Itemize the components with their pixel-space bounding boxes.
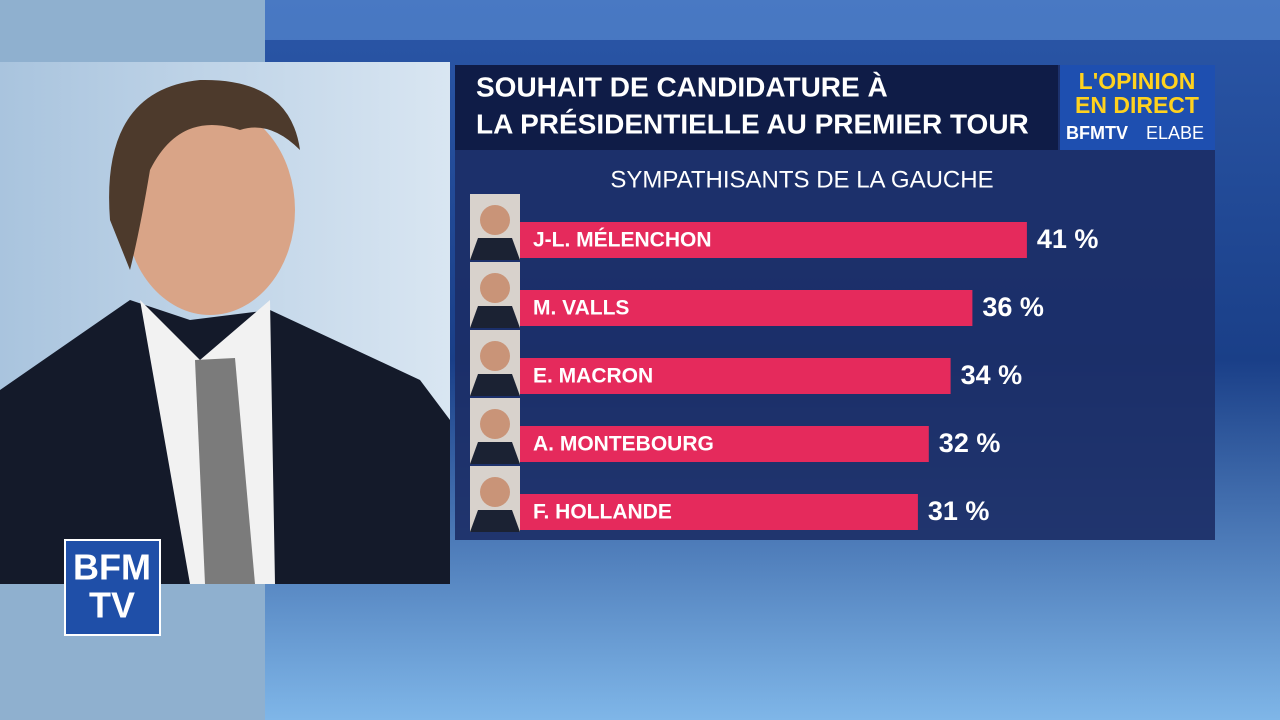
bar xyxy=(510,494,918,530)
portrait-face xyxy=(480,341,510,371)
bar xyxy=(510,426,929,462)
show-logo xyxy=(1060,65,1215,150)
bars: J-L. MÉLENCHON 41 % M. VALLS 36 % E. MACRON 3… xyxy=(470,194,1098,532)
portrait-suit xyxy=(470,374,520,396)
portrait-face xyxy=(480,205,510,235)
portrait-suit xyxy=(470,442,520,464)
value-label: 31 % xyxy=(928,496,990,526)
portrait-face xyxy=(480,409,510,439)
chart-subtitle: SYMPATHISANTS DE LA GAUCHE xyxy=(610,166,993,193)
value-label: 36 % xyxy=(982,292,1044,322)
value-label: 32 % xyxy=(939,428,1001,458)
chart-title: SOUHAIT DE CANDIDATURE À xyxy=(476,71,888,102)
logo-text: BFM xyxy=(73,547,151,588)
value-label: 34 % xyxy=(961,360,1023,390)
chart-title: LA PRÉSIDENTIELLE AU PREMIER TOUR xyxy=(476,108,1029,139)
title-band xyxy=(455,65,1058,150)
show-name: L'OPINION xyxy=(1079,68,1196,94)
category-label: F. HOLLANDE xyxy=(533,501,672,524)
channel-logo xyxy=(64,539,161,636)
pollster-name: ELABE xyxy=(1146,123,1204,143)
category-label: M. VALLS xyxy=(533,297,629,320)
category-label: A. MONTEBOURG xyxy=(533,433,714,456)
ceiling xyxy=(265,0,1280,40)
portrait-face xyxy=(480,477,510,507)
portrait-suit xyxy=(470,238,520,260)
show-name: EN DIRECT xyxy=(1075,92,1199,118)
channel-name: BFMTV xyxy=(1066,123,1128,143)
value-label: 41 % xyxy=(1037,224,1099,254)
portrait-face xyxy=(480,273,510,303)
bar xyxy=(510,290,973,326)
bar xyxy=(510,222,1027,258)
bar xyxy=(510,358,951,394)
category-label: J-L. MÉLENCHON xyxy=(533,229,712,252)
presenter xyxy=(0,79,450,584)
portrait-suit xyxy=(470,306,520,328)
portrait-suit xyxy=(470,510,520,532)
category-label: E. MACRON xyxy=(533,365,653,388)
logo-text: TV xyxy=(89,585,135,626)
